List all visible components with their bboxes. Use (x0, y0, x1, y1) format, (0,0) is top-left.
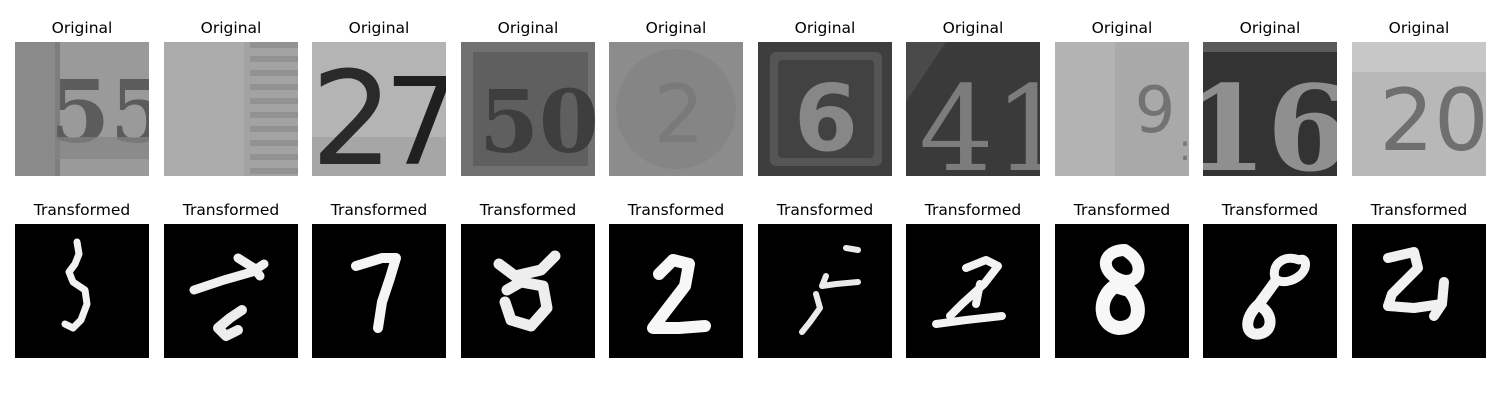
svg-text:9: 9 (1135, 74, 1176, 148)
panel-title: Transformed (776, 201, 874, 219)
panel-title: Transformed (1073, 201, 1171, 219)
svg-text::: : (1179, 128, 1189, 169)
panel-title: Transformed (33, 201, 131, 219)
panel-title: Original (348, 19, 410, 37)
panel-title: Transformed (1370, 201, 1468, 219)
transformed-image (1352, 224, 1486, 358)
svg-text:7: 7 (384, 54, 446, 176)
panel-title: Original (200, 19, 262, 37)
panel-title: Transformed (627, 201, 725, 219)
original-image: 41 (906, 42, 1040, 176)
svg-text:50: 50 (479, 72, 595, 173)
transformed-image (164, 224, 298, 358)
svg-text:41: 41 (919, 60, 1040, 176)
original-image: 2 7 (312, 42, 446, 176)
panel-title: Original (1388, 19, 1450, 37)
svg-text:20: 20 (1379, 71, 1486, 171)
original-image: 50 (461, 42, 595, 176)
transformed-image (461, 224, 595, 358)
transformed-image (312, 224, 446, 358)
panel-title: Original (51, 19, 113, 37)
original-image: 55 (15, 42, 149, 176)
panel-title: Transformed (182, 201, 280, 219)
original-image: 20 (1352, 42, 1486, 176)
panel-title: Original (942, 19, 1004, 37)
panel-title: Original (497, 19, 559, 37)
transformed-image (15, 224, 149, 358)
panel-title: Transformed (330, 201, 428, 219)
panel-title: Original (1091, 19, 1153, 37)
panel-title: Transformed (924, 201, 1022, 219)
svg-text:2: 2 (312, 43, 393, 176)
svg-text:6: 6 (794, 65, 858, 172)
panel-title: Original (645, 19, 707, 37)
transformed-image (1055, 224, 1189, 358)
original-image (164, 42, 298, 176)
transformed-image (758, 224, 892, 358)
panel-title: Transformed (479, 201, 577, 219)
svg-text:2: 2 (654, 68, 705, 161)
original-image: 2 (609, 42, 743, 176)
transformed-image (906, 224, 1040, 358)
panel-title: Original (1239, 19, 1301, 37)
transformed-image (609, 224, 743, 358)
svg-text:16: 16 (1203, 59, 1337, 176)
original-image: 9 : (1055, 42, 1189, 176)
transformed-image (1203, 224, 1337, 358)
panel-title: Original (794, 19, 856, 37)
panel-title: Transformed (1221, 201, 1319, 219)
original-image: 6 (758, 42, 892, 176)
original-image: 16 (1203, 42, 1337, 176)
